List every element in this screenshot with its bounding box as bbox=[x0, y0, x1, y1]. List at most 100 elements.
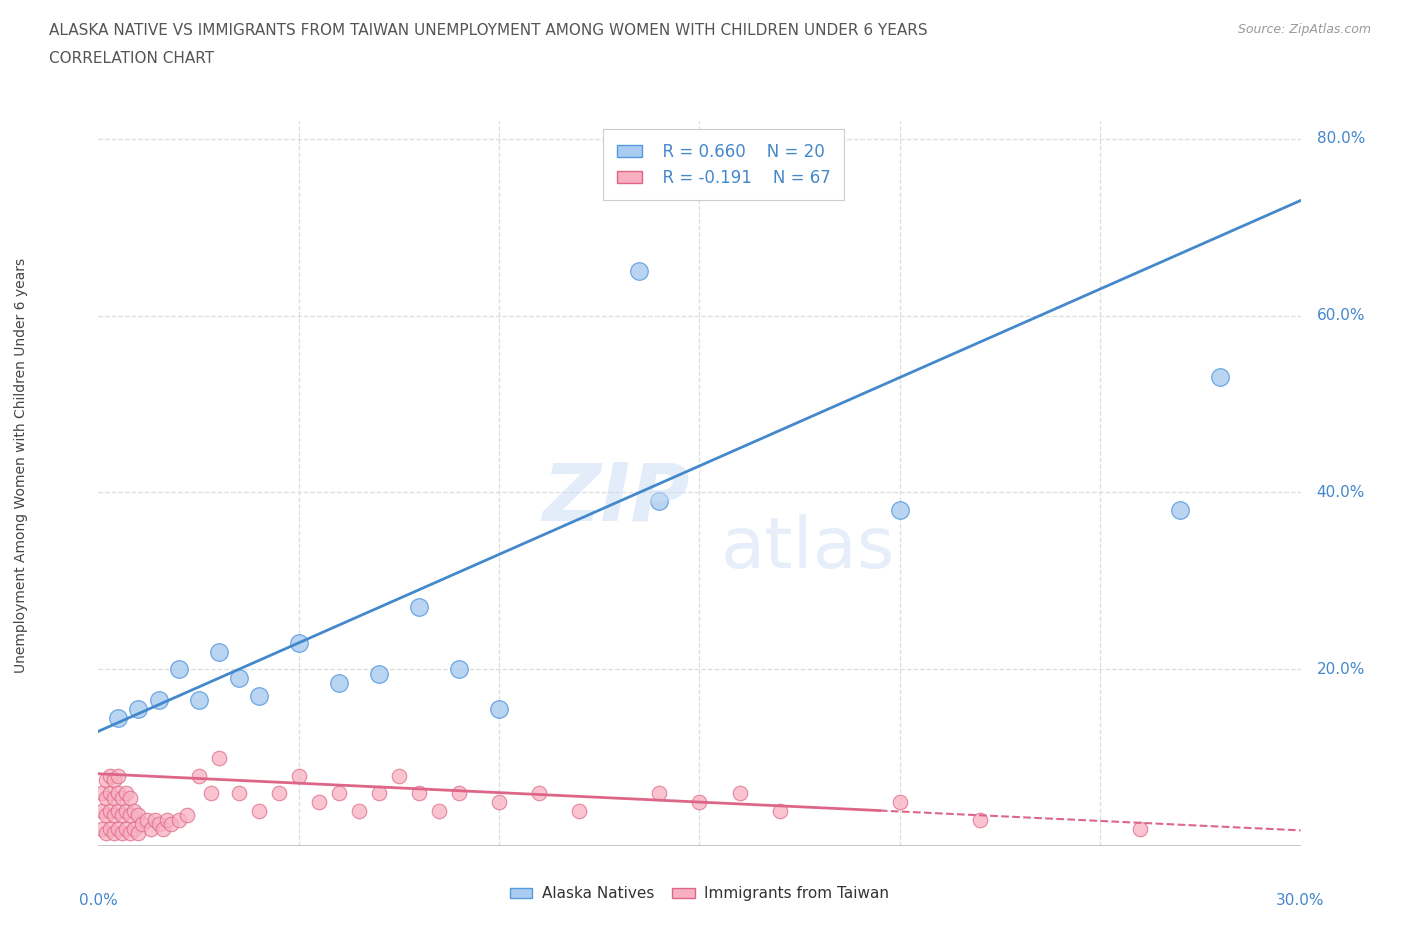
Point bbox=[1170, 503, 1192, 518]
Point bbox=[143, 812, 166, 827]
Text: Unemployment Among Women with Children Under 6 years: Unemployment Among Women with Children U… bbox=[14, 258, 28, 672]
Point bbox=[408, 600, 430, 615]
Point bbox=[267, 786, 290, 801]
Point bbox=[103, 808, 125, 823]
Text: 20.0%: 20.0% bbox=[1316, 662, 1365, 677]
Point bbox=[115, 786, 138, 801]
Point bbox=[96, 790, 118, 805]
Point bbox=[91, 804, 114, 818]
Point bbox=[368, 786, 391, 801]
Point bbox=[111, 790, 134, 805]
Point bbox=[111, 808, 134, 823]
Point bbox=[187, 768, 209, 783]
Point bbox=[120, 808, 142, 823]
Point bbox=[159, 817, 181, 831]
Text: 30.0%: 30.0% bbox=[1277, 894, 1324, 909]
Point bbox=[103, 773, 125, 788]
Point bbox=[120, 790, 142, 805]
Point bbox=[128, 808, 150, 823]
Point bbox=[167, 662, 190, 677]
Point bbox=[103, 790, 125, 805]
Point bbox=[107, 821, 129, 836]
Point bbox=[128, 826, 150, 841]
Point bbox=[100, 804, 122, 818]
Legend: Alaska Natives, Immigrants from Taiwan: Alaska Natives, Immigrants from Taiwan bbox=[503, 881, 896, 908]
Point bbox=[1209, 370, 1232, 385]
Point bbox=[728, 786, 751, 801]
Point bbox=[628, 264, 651, 279]
Point bbox=[228, 671, 250, 685]
Point bbox=[447, 662, 470, 677]
Point bbox=[427, 804, 450, 818]
Text: 80.0%: 80.0% bbox=[1316, 131, 1365, 146]
Point bbox=[288, 768, 311, 783]
Point bbox=[208, 644, 231, 659]
Point bbox=[228, 786, 250, 801]
Point bbox=[167, 812, 190, 827]
Point bbox=[135, 812, 157, 827]
Point bbox=[208, 751, 231, 765]
Point bbox=[768, 804, 790, 818]
Point bbox=[288, 635, 311, 650]
Point bbox=[120, 826, 142, 841]
Point bbox=[488, 702, 510, 717]
Point bbox=[247, 804, 270, 818]
Point bbox=[96, 826, 118, 841]
Point bbox=[969, 812, 991, 827]
Point bbox=[107, 786, 129, 801]
Point bbox=[148, 693, 170, 708]
Point bbox=[107, 711, 129, 725]
Point bbox=[124, 804, 146, 818]
Point bbox=[308, 794, 330, 809]
Point bbox=[187, 693, 209, 708]
Point bbox=[103, 826, 125, 841]
Text: atlas: atlas bbox=[720, 514, 894, 583]
Point bbox=[100, 821, 122, 836]
Point bbox=[447, 786, 470, 801]
Point bbox=[100, 768, 122, 783]
Point bbox=[128, 702, 150, 717]
Text: ALASKA NATIVE VS IMMIGRANTS FROM TAIWAN UNEMPLOYMENT AMONG WOMEN WITH CHILDREN U: ALASKA NATIVE VS IMMIGRANTS FROM TAIWAN … bbox=[49, 23, 928, 38]
Point bbox=[609, 171, 631, 186]
Text: Source: ZipAtlas.com: Source: ZipAtlas.com bbox=[1237, 23, 1371, 36]
Point bbox=[96, 808, 118, 823]
Point bbox=[148, 817, 170, 831]
Point bbox=[200, 786, 222, 801]
Point bbox=[889, 794, 911, 809]
Point bbox=[488, 794, 510, 809]
Point bbox=[648, 494, 671, 509]
Text: 60.0%: 60.0% bbox=[1316, 308, 1365, 323]
Point bbox=[96, 773, 118, 788]
Point bbox=[1129, 821, 1152, 836]
Point bbox=[247, 688, 270, 703]
Point bbox=[176, 808, 198, 823]
Text: 40.0%: 40.0% bbox=[1316, 485, 1365, 500]
Point bbox=[139, 821, 162, 836]
Point bbox=[91, 786, 114, 801]
Text: 0.0%: 0.0% bbox=[79, 894, 118, 909]
Point bbox=[688, 794, 710, 809]
Point bbox=[152, 821, 174, 836]
Point bbox=[111, 826, 134, 841]
Point bbox=[408, 786, 430, 801]
Point bbox=[124, 821, 146, 836]
Point bbox=[368, 667, 391, 682]
Point bbox=[529, 786, 551, 801]
Point bbox=[115, 804, 138, 818]
Point bbox=[648, 786, 671, 801]
Point bbox=[100, 786, 122, 801]
Point bbox=[328, 675, 350, 690]
Point bbox=[889, 503, 911, 518]
Point bbox=[388, 768, 411, 783]
Point bbox=[107, 804, 129, 818]
Point bbox=[91, 821, 114, 836]
Point bbox=[328, 786, 350, 801]
Text: CORRELATION CHART: CORRELATION CHART bbox=[49, 51, 214, 66]
Text: ZIP: ZIP bbox=[541, 459, 689, 538]
Point bbox=[347, 804, 370, 818]
Point bbox=[115, 821, 138, 836]
Point bbox=[107, 768, 129, 783]
Point bbox=[131, 817, 153, 831]
Point bbox=[155, 812, 177, 827]
Point bbox=[568, 804, 591, 818]
